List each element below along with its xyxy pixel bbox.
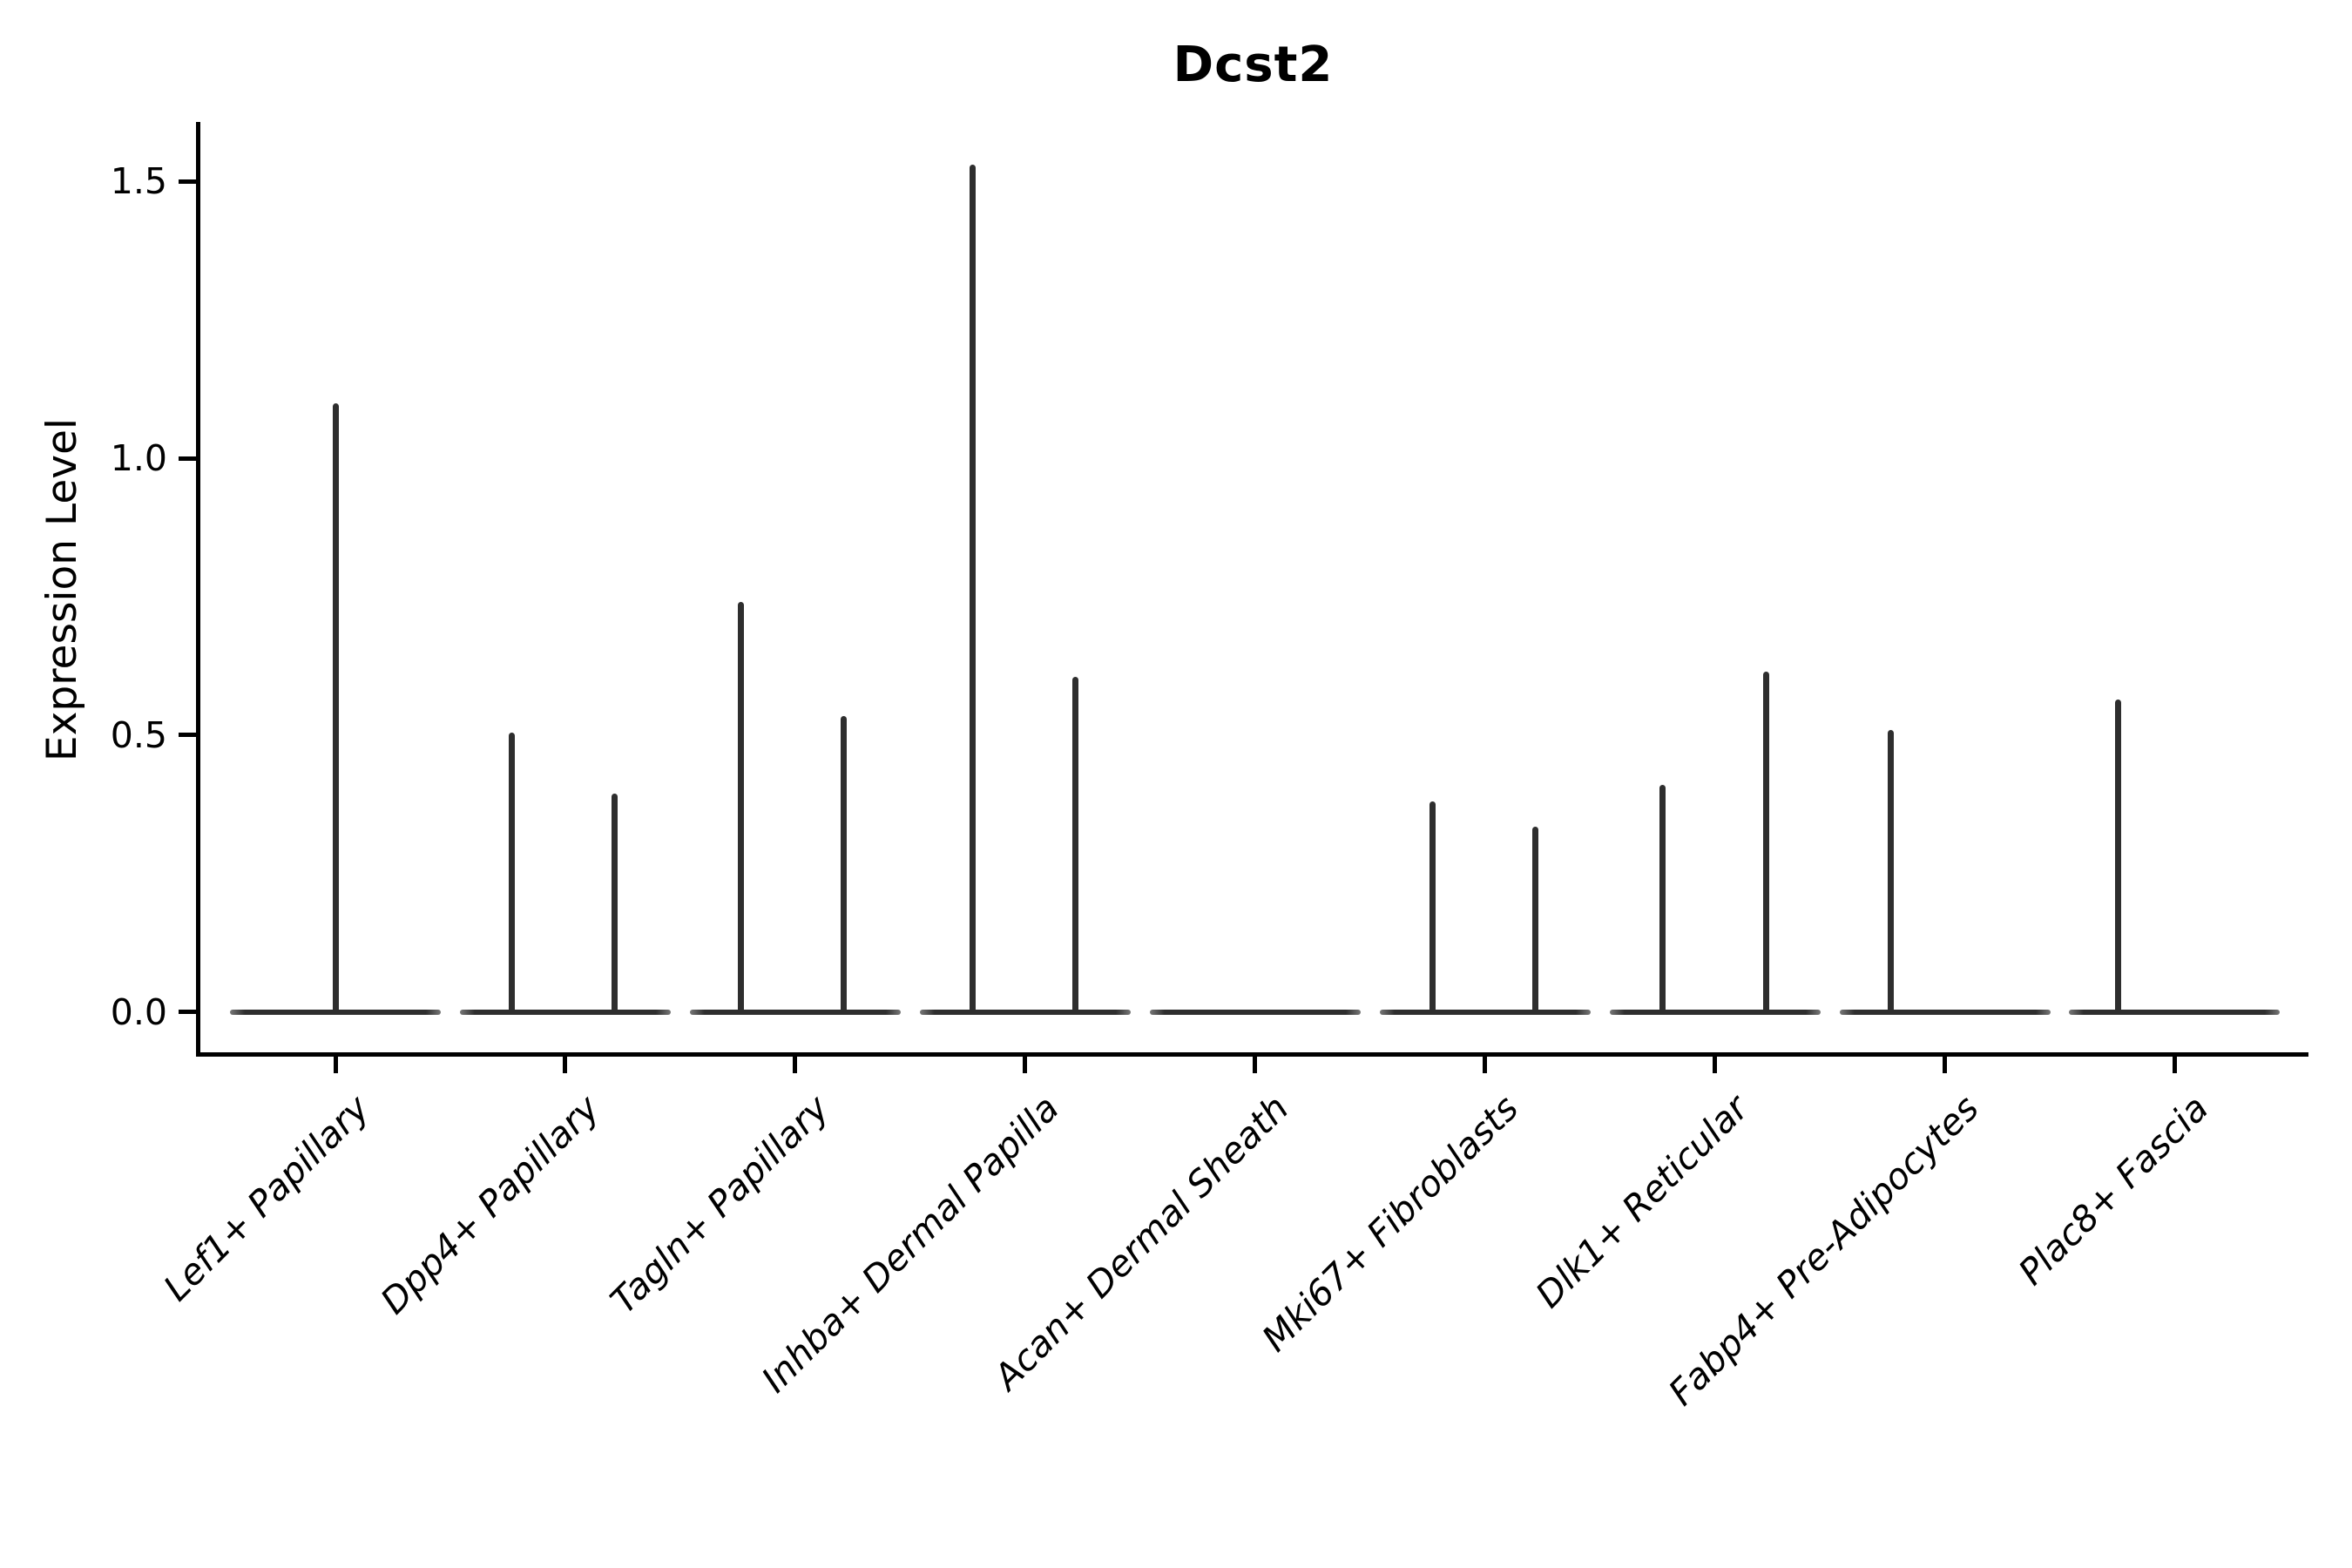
x-tick	[1943, 1054, 1947, 1073]
violin-spike	[2114, 699, 2121, 1014]
violin-spike	[1532, 826, 1539, 1014]
x-tick	[2172, 1054, 2177, 1073]
y-tick	[179, 456, 198, 461]
x-tick	[1253, 1054, 1258, 1073]
violin-spike	[970, 165, 977, 1014]
violin-spike	[1429, 801, 1436, 1014]
x-tick-label: Dlk1+ Reticular	[1528, 1087, 1757, 1316]
x-tick-label: Dpp4+ Papillary	[372, 1087, 607, 1322]
y-tick-label: 1.0	[110, 437, 167, 480]
violin-baseline	[1149, 1009, 1361, 1015]
violin-spike	[738, 602, 745, 1014]
x-tick	[793, 1054, 798, 1073]
violin-baseline	[1839, 1009, 2051, 1015]
x-tick-label: Tagln+ Papillary	[602, 1087, 837, 1322]
y-tick-label: 1.5	[110, 160, 167, 203]
y-axis-label: Expression Level	[38, 417, 86, 762]
violin-baseline	[2069, 1009, 2281, 1015]
violin-spike	[841, 715, 848, 1014]
x-tick	[1713, 1054, 1718, 1073]
violin-spike	[1888, 729, 1894, 1014]
x-axis-spine	[196, 1052, 2308, 1057]
x-tick-label: Lef1+ Papillary	[155, 1087, 377, 1309]
x-tick	[1483, 1054, 1488, 1073]
x-tick	[333, 1054, 338, 1073]
violin-baseline	[1609, 1009, 1821, 1015]
x-tick-label: Plac8+ Fascia	[2010, 1087, 2217, 1294]
x-tick	[1023, 1054, 1028, 1073]
violin-spike	[1659, 785, 1666, 1014]
y-tick	[179, 733, 198, 738]
violin-spike	[509, 732, 516, 1014]
violin-baseline	[459, 1009, 671, 1015]
violin-spike	[1763, 671, 1770, 1014]
y-axis-spine	[196, 122, 200, 1057]
x-tick-label: Mki67+ Fibroblasts	[1254, 1087, 1527, 1360]
y-tick	[179, 1010, 198, 1015]
violin-baseline	[1379, 1009, 1591, 1015]
y-tick-label: 0.5	[110, 713, 167, 756]
violin-spike	[1072, 677, 1079, 1014]
violin-baseline	[919, 1009, 1131, 1015]
violin-baseline	[689, 1009, 901, 1015]
y-tick	[179, 179, 198, 184]
violin-spike	[612, 793, 618, 1014]
x-tick	[563, 1054, 568, 1073]
y-tick-label: 0.0	[110, 990, 167, 1033]
chart-title: Dcst2	[1173, 37, 1334, 93]
violin-spike	[332, 402, 339, 1014]
